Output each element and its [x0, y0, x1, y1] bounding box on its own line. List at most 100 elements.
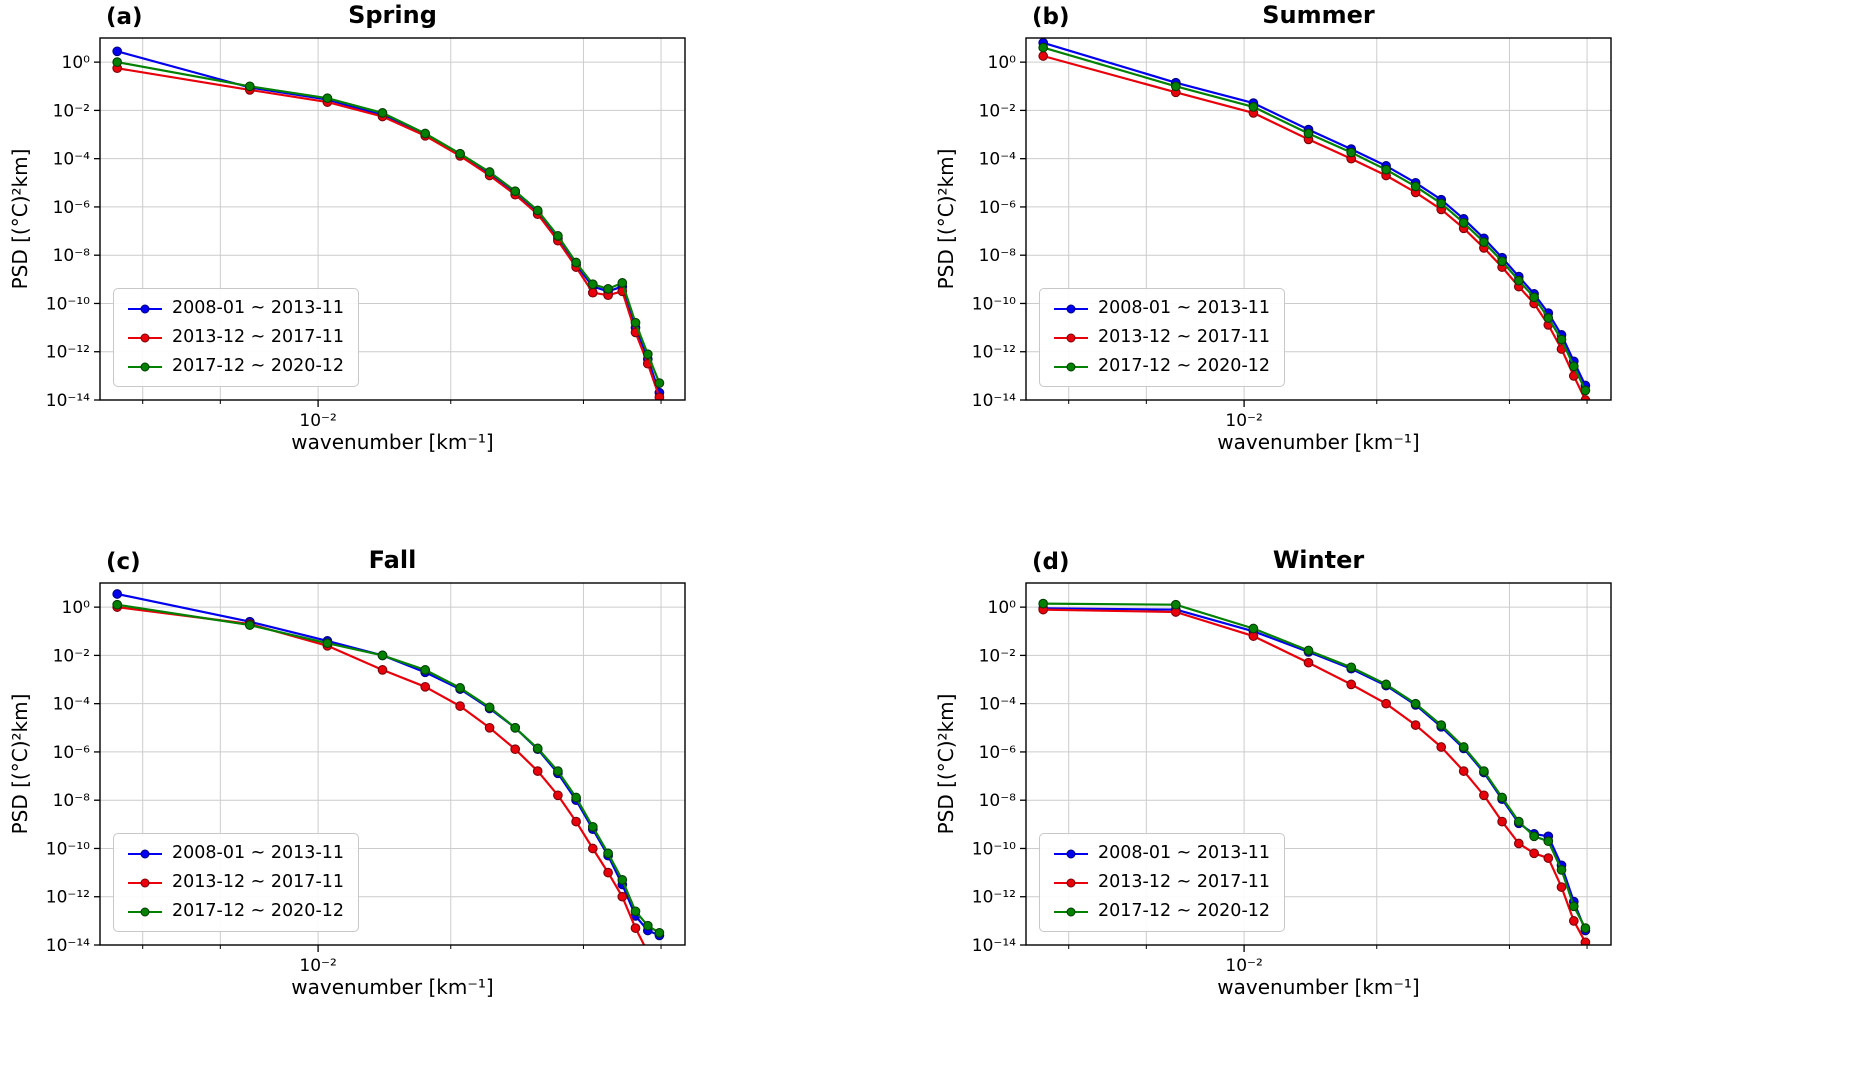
legend-item: 2017-12 ~ 2020-12 [128, 901, 344, 922]
legend: 2008-01 ~ 2013-11 2013-12 ~ 2017-11 2017… [113, 833, 360, 932]
legend-item: 2017-12 ~ 2020-12 [128, 356, 344, 377]
panel-title: Spring [348, 1, 437, 29]
legend-marker-red-icon [1054, 877, 1088, 889]
y-tick-label: 10⁻¹⁰ [972, 839, 1016, 859]
panel-label: (b) [1032, 4, 1070, 30]
legend-item: 2008-01 ~ 2013-11 [1054, 298, 1270, 319]
legend-marker-green-icon [1054, 906, 1088, 918]
y-tick-label: 10⁻¹⁴ [972, 391, 1016, 411]
legend-marker-green-icon [128, 361, 162, 373]
panel-label: (c) [106, 549, 141, 575]
y-tick-label: 10⁻² [53, 101, 90, 121]
panel-label: (a) [106, 4, 143, 30]
legend-item: 2017-12 ~ 2020-12 [1054, 356, 1270, 377]
x-axis-label: wavenumber [km⁻¹] [291, 430, 494, 454]
legend-marker-blue-icon [1054, 848, 1088, 860]
y-tick-label: 10⁻⁶ [979, 198, 1017, 218]
legend-label: 2017-12 ~ 2020-12 [172, 901, 345, 921]
y-tick-label: 10⁰ [62, 598, 91, 618]
legend-label: 2013-12 ~ 2017-11 [1098, 872, 1271, 892]
panel-summer: (b) Summer PSD [(°C)²km] 10⁰ 10⁻² 10⁻⁴ 10⁻⁶… [926, 0, 1852, 545]
y-tick-label: 10⁻⁶ [53, 198, 91, 218]
legend-item: 2008-01 ~ 2013-11 [128, 843, 344, 864]
panel-title: Fall [368, 546, 417, 574]
legend-item: 2017-12 ~ 2020-12 [1054, 901, 1270, 922]
y-tick-label: 10⁻⁸ [979, 246, 1017, 266]
x-axis-label: wavenumber [km⁻¹] [1217, 430, 1420, 454]
legend-label: 2008-01 ~ 2013-11 [1098, 298, 1271, 318]
y-tick-label: 10⁻¹⁰ [46, 839, 90, 859]
legend-marker-red-icon [1054, 332, 1088, 344]
y-tick-label: 10⁻¹⁴ [46, 936, 90, 956]
y-tick-label: 10⁻⁴ [979, 150, 1017, 170]
y-tick-label: 10⁻⁶ [53, 743, 91, 763]
y-tick-label: 10⁻¹² [972, 888, 1016, 908]
y-tick-label: 10⁻⁸ [53, 791, 91, 811]
y-axis-label: PSD [(°C)²km] [934, 148, 958, 290]
y-axis-label: PSD [(°C)²km] [934, 693, 958, 835]
y-tick-label: 10⁻⁸ [53, 246, 91, 266]
legend-item: 2013-12 ~ 2017-11 [128, 327, 344, 348]
x-tick-label: 10⁻² [299, 956, 336, 976]
legend-marker-green-icon [1054, 361, 1088, 373]
y-tick-label: 10⁻⁴ [53, 695, 91, 715]
y-tick-label: 10⁻¹² [46, 888, 90, 908]
legend-label: 2008-01 ~ 2013-11 [1098, 843, 1271, 863]
legend-label: 2008-01 ~ 2013-11 [172, 298, 345, 318]
y-axis-label: PSD [(°C)²km] [8, 148, 32, 290]
legend-label: 2017-12 ~ 2020-12 [1098, 901, 1271, 921]
x-tick-label: 10⁻² [299, 411, 336, 431]
panel-spring: (a) Spring PSD [(°C)²km] 10⁰ 10⁻² 10⁻⁴ 10⁻⁶… [0, 0, 926, 545]
legend-item: 2008-01 ~ 2013-11 [1054, 843, 1270, 864]
legend-marker-green-icon [128, 906, 162, 918]
panel-label: (d) [1032, 549, 1070, 575]
y-tick-label: 10⁻¹⁴ [972, 936, 1016, 956]
legend-item: 2013-12 ~ 2017-11 [1054, 872, 1270, 893]
y-tick-label: 10⁻¹⁰ [46, 294, 90, 314]
panel-title: Winter [1272, 546, 1365, 574]
y-tick-label: 10⁻¹² [972, 343, 1016, 363]
legend-marker-red-icon [128, 332, 162, 344]
legend-label: 2008-01 ~ 2013-11 [172, 843, 345, 863]
legend: 2008-01 ~ 2013-11 2013-12 ~ 2017-11 2017… [1039, 288, 1286, 387]
plot-area: 10⁰ 10⁻² 10⁻⁴ 10⁻⁶ 10⁻⁸ 10⁻¹⁰ 10⁻¹² 10⁻¹⁴ 10⁻² [972, 582, 1612, 976]
y-tick-label: 10⁻¹² [46, 343, 90, 363]
y-tick-label: 10⁻⁴ [979, 695, 1017, 715]
y-tick-label: 10⁻² [979, 646, 1016, 666]
x-axis-label: wavenumber [km⁻¹] [1217, 975, 1420, 999]
y-tick-label: 10⁰ [988, 53, 1017, 73]
y-axis-label: PSD [(°C)²km] [8, 693, 32, 835]
panel-fall: (c) Fall PSD [(°C)²km] 10⁰ 10⁻² 10⁻⁴ 10⁻⁶ 10… [0, 545, 926, 1090]
legend-marker-red-icon [128, 877, 162, 889]
legend-label: 2013-12 ~ 2017-11 [172, 872, 345, 892]
legend: 2008-01 ~ 2013-11 2013-12 ~ 2017-11 2017… [1039, 833, 1286, 932]
x-axis-label: wavenumber [km⁻¹] [291, 975, 494, 999]
y-tick-label: 10⁻² [979, 101, 1016, 121]
legend-marker-blue-icon [1054, 303, 1088, 315]
legend-label: 2013-12 ~ 2017-11 [1098, 327, 1271, 347]
legend: 2008-01 ~ 2013-11 2013-12 ~ 2017-11 2017… [113, 288, 360, 387]
legend-marker-blue-icon [128, 848, 162, 860]
x-tick-label: 10⁻² [1225, 956, 1262, 976]
plot-area: 10⁰ 10⁻² 10⁻⁴ 10⁻⁶ 10⁻⁸ 10⁻¹⁰ 10⁻¹² 10⁻¹⁴ 10⁻² [972, 37, 1612, 431]
plot-area: 10⁰ 10⁻² 10⁻⁴ 10⁻⁶ 10⁻⁸ 10⁻¹⁰ 10⁻¹² 10⁻¹⁴ 10⁻² [46, 582, 686, 976]
x-tick-label: 10⁻² [1225, 411, 1262, 431]
legend-label: 2013-12 ~ 2017-11 [172, 327, 345, 347]
legend-marker-blue-icon [128, 303, 162, 315]
plot-area: 10⁰ 10⁻² 10⁻⁴ 10⁻⁶ 10⁻⁸ 10⁻¹⁰ 10⁻¹² 10⁻¹⁴ 10⁻² [46, 37, 686, 431]
legend-item: 2008-01 ~ 2013-11 [128, 298, 344, 319]
y-tick-label: 10⁻⁴ [53, 150, 91, 170]
legend-label: 2017-12 ~ 2020-12 [1098, 356, 1271, 376]
y-tick-label: 10⁻² [53, 646, 90, 666]
y-tick-label: 10⁻¹⁴ [46, 391, 90, 411]
legend-item: 2013-12 ~ 2017-11 [1054, 327, 1270, 348]
y-tick-label: 10⁻⁶ [979, 743, 1017, 763]
legend-item: 2013-12 ~ 2017-11 [128, 872, 344, 893]
legend-label: 2017-12 ~ 2020-12 [172, 356, 345, 376]
panel-title: Summer [1262, 1, 1375, 29]
panel-winter: (d) Winter PSD [(°C)²km] 10⁰ 10⁻² 10⁻⁴ 10⁻⁶… [926, 545, 1852, 1090]
y-tick-label: 10⁻⁸ [979, 791, 1017, 811]
y-tick-label: 10⁻¹⁰ [972, 294, 1016, 314]
y-tick-label: 10⁰ [988, 598, 1017, 618]
